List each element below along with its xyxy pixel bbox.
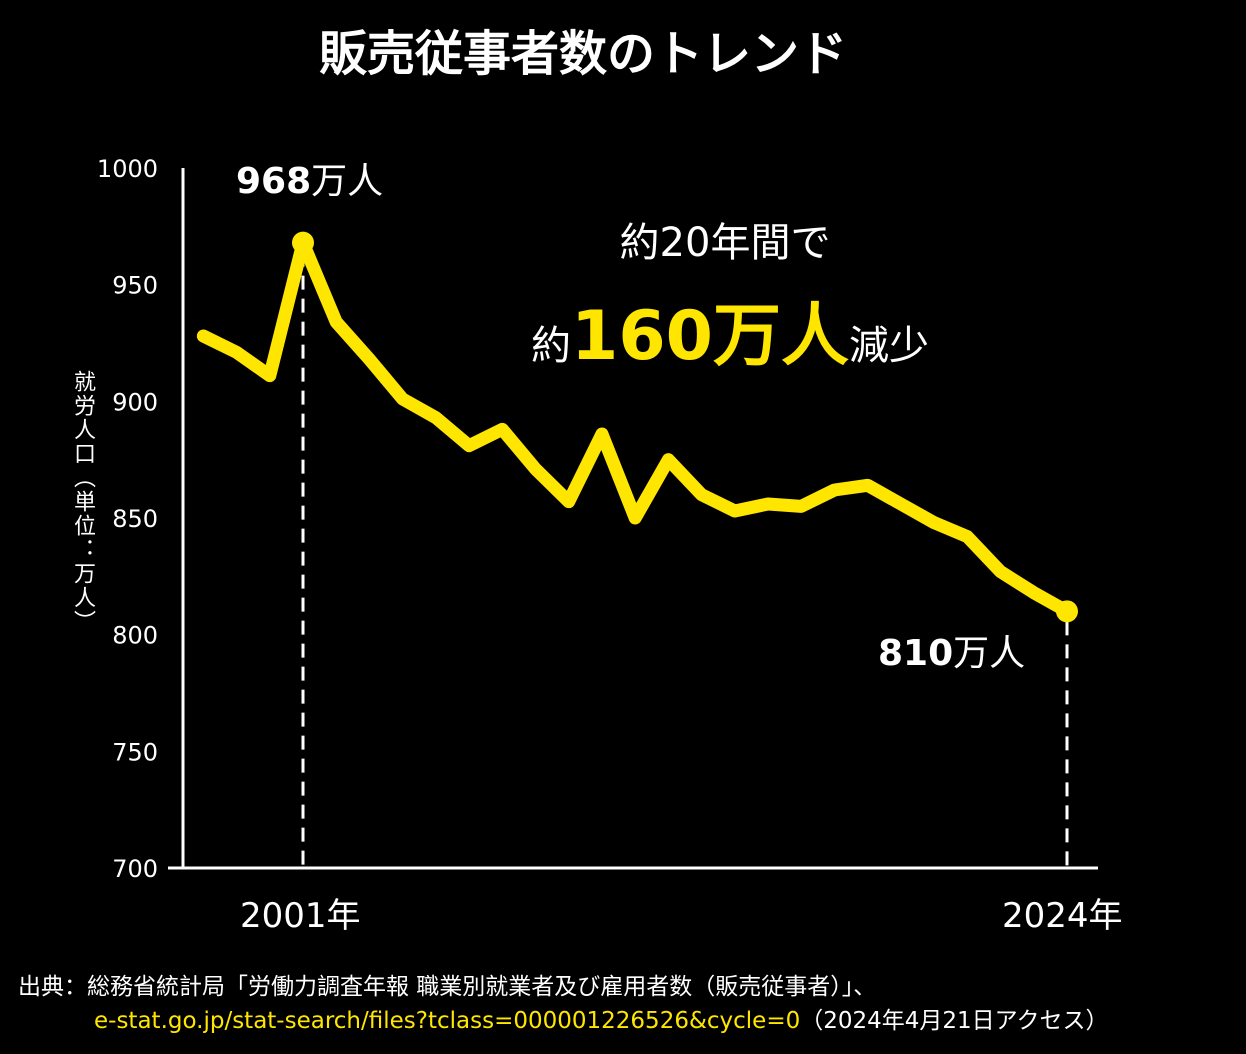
y-tick-label: 950 bbox=[112, 272, 158, 300]
y-axis-label: 就労人口（単位：万人） bbox=[70, 370, 95, 634]
peak-value: 968 bbox=[236, 161, 312, 202]
callout-suffix: 減少 bbox=[848, 323, 929, 369]
y-tick-label: 800 bbox=[112, 622, 158, 650]
chart-title: 販売従事者数のトレンド bbox=[318, 26, 847, 82]
end-annotation: 810万人 bbox=[878, 624, 1025, 676]
callout-prefix: 約 bbox=[531, 323, 572, 369]
callout-line1: 約20年間で bbox=[619, 220, 831, 266]
x-tick-label-2001: 2001年 bbox=[240, 896, 361, 936]
y-tick-label: 900 bbox=[112, 388, 158, 416]
source-access: （2024年4月21日アクセス） bbox=[800, 1008, 1109, 1034]
end-unit: 万人 bbox=[953, 633, 1026, 674]
callout-line2: 約160万人減少 bbox=[480, 280, 980, 379]
y-tick-label: 750 bbox=[112, 738, 158, 766]
callout-big: 160万人 bbox=[571, 297, 849, 376]
x-tick-label-2024: 2024年 bbox=[1002, 896, 1123, 936]
source-line1: 出典：総務省統計局「労働力調査年報 職業別就業者及び雇用者数（販売従事者）」、 bbox=[18, 974, 877, 1000]
end-value: 810 bbox=[878, 633, 954, 674]
data-point bbox=[292, 231, 314, 254]
source-citation: 出典：総務省統計局「労働力調査年報 職業別就業者及び雇用者数（販売従事者）」、 … bbox=[18, 970, 1109, 1038]
data-point bbox=[1056, 600, 1078, 623]
y-tick-label: 700 bbox=[112, 855, 158, 883]
peak-annotation: 968万人 bbox=[236, 152, 383, 204]
y-tick-label: 1000 bbox=[97, 155, 158, 183]
y-tick-label: 850 bbox=[112, 505, 158, 533]
source-url[interactable]: e-stat.go.jp/stat-search/files?tclass=00… bbox=[94, 1008, 801, 1034]
peak-unit: 万人 bbox=[311, 161, 384, 202]
